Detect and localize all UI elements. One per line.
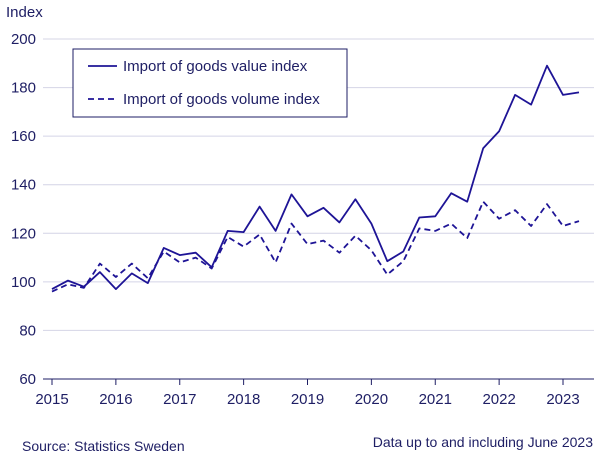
source-note: Source: Statistics Sweden — [22, 438, 185, 454]
series-line-value — [51, 64, 580, 291]
legend-label-value: Import of goods value index — [123, 58, 308, 75]
y-tick-label-120: 120 — [11, 225, 36, 242]
y-tick-label-100: 100 — [11, 274, 36, 291]
legend: Import of goods value index Import of goo… — [72, 48, 348, 118]
x-tick-label-2017: 2017 — [163, 391, 196, 408]
y-tick-label-80: 80 — [19, 322, 36, 339]
y-tick-label-180: 180 — [11, 80, 36, 97]
y-axis-title: Index — [6, 4, 43, 21]
x-axis: 2015 2016 2017 2018 2019 2020 2021 2022 2023 — [35, 378, 594, 408]
data-coverage-note: Data up to and including June 2023 — [372, 434, 593, 450]
x-tick-label-2016: 2016 — [99, 391, 132, 408]
x-tick-label-2015: 2015 — [35, 391, 68, 408]
series-lines — [51, 64, 580, 293]
legend-box — [72, 48, 348, 118]
y-tick-label-200: 200 — [11, 31, 36, 48]
y-axis-tick-labels: 60 80 100 120 140 160 180 200 — [11, 31, 36, 388]
x-tick-label-2023: 2023 — [546, 391, 579, 408]
x-tick-label-2021: 2021 — [419, 391, 452, 408]
legend-label-volume: Import of goods volume index — [123, 91, 320, 108]
y-tick-label-60: 60 — [19, 371, 36, 388]
x-tick-label-2018: 2018 — [227, 391, 260, 408]
x-tick-label-2022: 2022 — [482, 391, 515, 408]
series-line-volume — [51, 200, 580, 293]
x-tick-label-2019: 2019 — [291, 391, 324, 408]
y-tick-label-160: 160 — [11, 128, 36, 145]
y-tick-label-140: 140 — [11, 177, 36, 194]
x-tick-label-2020: 2020 — [355, 391, 388, 408]
